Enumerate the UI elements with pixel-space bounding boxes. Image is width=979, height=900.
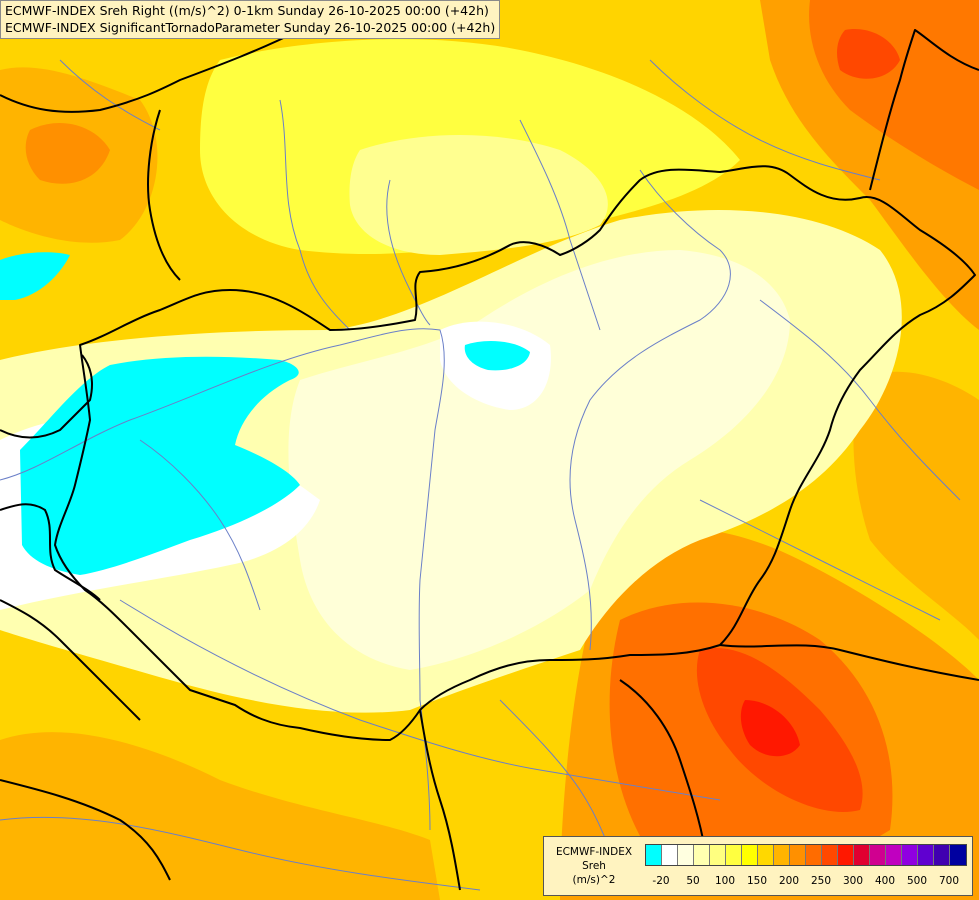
- border-croatia-2: [0, 599, 141, 721]
- field-orange-southwest: [0, 732, 440, 900]
- field-paleyellow-core: [288, 250, 790, 670]
- legend-swatch: [694, 845, 710, 865]
- legend-tick-label: 500: [906, 875, 928, 887]
- border-croatia-south: [0, 779, 171, 881]
- legend-swatch: [886, 845, 902, 865]
- legend-label-line-2: Sreh: [582, 860, 606, 872]
- legend-label: ECMWF-INDEX Sreh (m/s)^2: [548, 845, 640, 887]
- legend-swatch: [918, 845, 934, 865]
- river-west-1: [139, 439, 261, 611]
- title-line-2: ECMWF-INDEX SignificantTornadoParameter …: [5, 20, 496, 35]
- legend-swatch: [870, 845, 886, 865]
- legend-swatch: [950, 845, 966, 865]
- legend-swatch: [726, 845, 742, 865]
- legend-tick-label: 50: [686, 875, 700, 887]
- legend-swatch: [822, 845, 838, 865]
- field-orange-east: [853, 371, 979, 640]
- legend-swatch: [790, 845, 806, 865]
- legend-swatch: [758, 845, 774, 865]
- legend-tick-label: 100: [714, 875, 736, 887]
- river-drava: [119, 599, 721, 801]
- border-slovenia: [0, 503, 101, 601]
- river-north-1: [279, 99, 351, 331]
- legend-tick-label: 300: [842, 875, 864, 887]
- river-tisza: [569, 169, 731, 651]
- legend-swatch: [838, 845, 854, 865]
- field-red-core-se2: [740, 700, 800, 757]
- legend-tick-label: 250: [810, 875, 832, 887]
- border-north-2: [147, 109, 181, 281]
- river-east-1: [759, 299, 961, 501]
- legend-swatch: [710, 845, 726, 865]
- legend-swatch: [774, 845, 790, 865]
- field-red-core-ne: [837, 29, 900, 79]
- border-austria: [0, 354, 93, 439]
- field-cyan-center: [464, 340, 530, 371]
- legend-tick-label: 700: [938, 875, 960, 887]
- title-line-1: ECMWF-INDEX Sreh Right ((m/s)^2) 0-1km S…: [5, 3, 489, 18]
- legend-ticks: -20 50 100 150 200 250 300 400 500 700: [645, 875, 967, 889]
- field-darkorange-west: [25, 122, 110, 184]
- legend-swatch: [806, 845, 822, 865]
- legend-tick-label: 150: [746, 875, 768, 887]
- legend-tick-label: -20: [652, 875, 670, 887]
- border-romania-south: [619, 679, 706, 851]
- legend-swatch: [646, 845, 662, 865]
- river-north-2: [386, 179, 431, 326]
- border-ukraine: [869, 29, 979, 191]
- legend-tick-label: 400: [874, 875, 896, 887]
- legend-swatch: [934, 845, 950, 865]
- river-nw-1: [59, 59, 161, 131]
- river-sava: [0, 816, 481, 891]
- legend-swatch: [742, 845, 758, 865]
- legend-label-line-1: ECMWF-INDEX: [555, 846, 633, 858]
- river-danube: [0, 328, 445, 831]
- title-box: ECMWF-INDEX Sreh Right ((m/s)^2) 0-1km S…: [0, 0, 501, 39]
- legend-color-bar: [645, 844, 967, 866]
- field-cyan-nw: [0, 252, 70, 300]
- legend-swatch: [662, 845, 678, 865]
- river-east-2: [699, 499, 941, 621]
- legend-label-line-3: (m/s)^2: [572, 874, 616, 886]
- field-lightyellow-north: [349, 135, 608, 255]
- legend-swatch: [854, 845, 870, 865]
- border-se-1: [719, 644, 979, 681]
- river-north-3: [519, 119, 601, 331]
- legend: ECMWF-INDEX Sreh (m/s)^2 -20 50 100 150 200 2…: [543, 836, 973, 896]
- legend-swatch: [902, 845, 918, 865]
- legend-swatch: [678, 845, 694, 865]
- border-serbia: [419, 709, 461, 891]
- legend-tick-label: 200: [778, 875, 800, 887]
- border-hungary: [54, 165, 976, 741]
- river-ne-1: [649, 59, 881, 181]
